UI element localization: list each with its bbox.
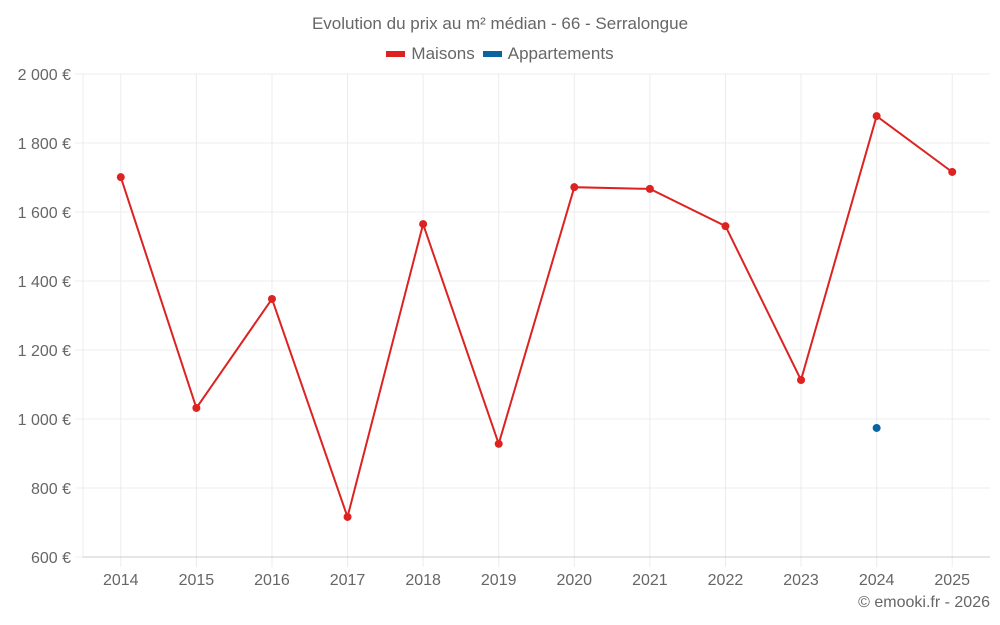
x-tick-label: 2023: [783, 572, 819, 589]
x-tick-label: 2018: [405, 572, 441, 589]
data-point[interactable]: [948, 167, 957, 176]
legend-label-maisons: Maisons: [411, 44, 475, 63]
data-point[interactable]: [872, 423, 881, 432]
x-tick-label: 2020: [556, 572, 592, 589]
data-point[interactable]: [419, 220, 428, 229]
chart-legend: Maisons Appartements: [0, 44, 1000, 64]
x-tick-label: 2017: [330, 572, 366, 589]
series-line: [119, 114, 953, 521]
x-tick-label: 2019: [481, 572, 517, 589]
x-tick-label: 2022: [708, 572, 744, 589]
x-tick-label: 2021: [632, 572, 668, 589]
y-tick-label: 1 000 €: [18, 412, 71, 429]
data-series: [116, 112, 957, 521]
data-point[interactable]: [494, 439, 503, 448]
data-point[interactable]: [872, 112, 881, 121]
y-tick-label: 1 800 €: [18, 136, 71, 153]
y-tick-label: 600 €: [31, 550, 71, 567]
data-point[interactable]: [267, 294, 276, 303]
grid-lines: [82, 73, 990, 567]
y-tick-label: 1 400 €: [18, 274, 71, 291]
x-axis: 2014 2015 2016 2017 2018 2019 2020 2021 2022 2023…: [83, 556, 990, 589]
data-point[interactable]: [570, 183, 579, 192]
x-tick-label: 2024: [859, 572, 895, 589]
maisons-swatch-icon: [386, 51, 406, 57]
x-tick-label: 2014: [103, 572, 139, 589]
x-tick-label: 2025: [934, 572, 970, 589]
y-axis: 600 € 800 € 1 000 € 1 200 € 1 400 € 1 600 € 1 …: [18, 67, 83, 567]
legend-label-appartements: Appartements: [507, 44, 614, 63]
data-point[interactable]: [343, 512, 352, 521]
legend-item-maisons[interactable]: Maisons: [386, 44, 475, 64]
credit-text: © emooki.fr - 2026: [858, 594, 990, 611]
y-tick-label: 1 600 €: [18, 205, 71, 222]
y-tick-label: 2 000 €: [18, 67, 71, 84]
data-point[interactable]: [721, 222, 730, 231]
y-tick-label: 800 €: [31, 481, 71, 498]
x-tick-label: 2016: [254, 572, 290, 589]
appartements-swatch-icon: [482, 51, 502, 57]
x-tick-label: 2015: [179, 572, 215, 589]
y-tick-label: 1 200 €: [18, 343, 71, 360]
chart-title: Evolution du prix au m² médian - 66 - Se…: [311, 14, 689, 33]
data-point[interactable]: [645, 184, 654, 193]
data-point[interactable]: [116, 173, 125, 182]
legend-item-appartements[interactable]: Appartements: [482, 44, 614, 64]
data-point[interactable]: [797, 376, 806, 385]
data-point[interactable]: [192, 403, 201, 412]
